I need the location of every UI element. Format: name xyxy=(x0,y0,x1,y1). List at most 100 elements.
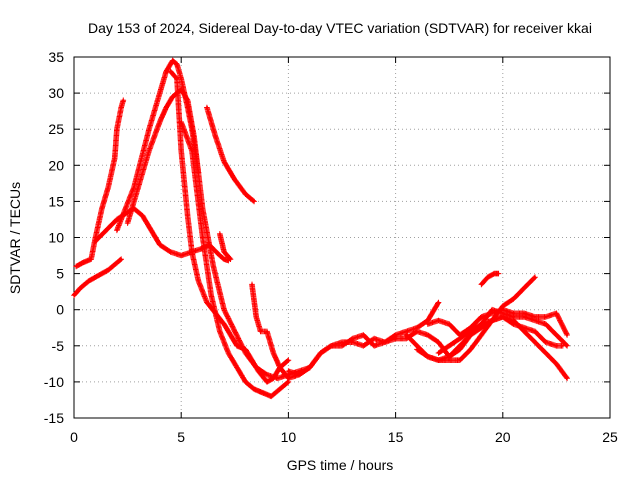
data-point xyxy=(458,337,462,340)
data-point xyxy=(244,380,247,384)
data-point xyxy=(107,185,110,189)
data-point xyxy=(362,344,365,347)
data-point xyxy=(132,185,136,189)
series-track-8 xyxy=(178,119,292,400)
data-point xyxy=(426,322,429,326)
data-point xyxy=(227,351,230,355)
series-markers xyxy=(204,104,257,205)
y-tick-label: 30 xyxy=(48,85,64,101)
x-tick-labels: 0 5 10 15 20 25 xyxy=(70,429,618,445)
data-point xyxy=(111,265,114,268)
data-point xyxy=(469,330,472,333)
data-point xyxy=(175,77,179,80)
x-tick-label: 15 xyxy=(388,429,404,445)
data-point xyxy=(287,380,290,384)
data-point xyxy=(115,229,119,232)
data-point xyxy=(287,377,290,380)
data-point xyxy=(415,330,419,333)
data-point xyxy=(137,185,140,189)
data-point xyxy=(235,344,239,347)
data-point xyxy=(480,283,483,286)
data-point xyxy=(115,261,119,264)
data-point xyxy=(115,218,119,221)
data-point xyxy=(437,319,440,322)
data-point xyxy=(319,351,322,355)
y-tick-label: 35 xyxy=(48,49,64,65)
series-track-1 xyxy=(71,256,124,299)
y-tick-label: 25 xyxy=(48,121,64,137)
y-tick-label: 5 xyxy=(56,266,64,282)
y-tick-labels: -15 -10 -5 0 5 10 15 20 25 30 35 xyxy=(44,49,64,426)
data-point xyxy=(90,258,93,261)
data-point xyxy=(544,322,547,326)
data-point xyxy=(523,326,526,329)
data-point xyxy=(533,276,537,279)
data-point xyxy=(87,279,91,282)
series-markers xyxy=(285,299,442,378)
series-track-15 xyxy=(414,274,538,363)
series-layer xyxy=(71,57,570,400)
data-point xyxy=(340,344,344,347)
data-point xyxy=(437,341,440,344)
x-tick-label: 5 xyxy=(177,429,185,445)
data-point xyxy=(126,221,129,225)
data-point xyxy=(255,315,258,319)
data-point xyxy=(229,258,232,261)
data-point xyxy=(171,59,174,62)
data-point xyxy=(490,308,494,311)
y-tick-label: -5 xyxy=(52,338,65,354)
data-point xyxy=(175,62,179,66)
data-point xyxy=(565,333,569,337)
data-point xyxy=(105,229,108,232)
data-point xyxy=(100,272,104,275)
data-point xyxy=(490,319,494,322)
data-point xyxy=(394,333,397,337)
data-point xyxy=(222,322,226,326)
data-point xyxy=(437,301,440,304)
data-point xyxy=(415,344,419,347)
data-point xyxy=(250,359,254,362)
series-track-6 xyxy=(167,68,292,385)
data-point xyxy=(437,359,440,362)
data-point xyxy=(533,319,537,322)
data-point xyxy=(218,254,221,257)
data-point xyxy=(257,369,260,373)
data-point xyxy=(233,178,236,181)
series-markers xyxy=(73,97,127,270)
data-point xyxy=(512,312,515,315)
data-point xyxy=(201,236,204,239)
series-track-9 xyxy=(217,231,234,262)
series-markers xyxy=(167,68,292,385)
data-point xyxy=(158,120,161,124)
data-point xyxy=(426,319,429,322)
data-point xyxy=(141,214,144,217)
data-point xyxy=(259,330,262,333)
series-track-7 xyxy=(204,104,257,205)
series-track-14 xyxy=(425,306,570,338)
series-track-11 xyxy=(285,299,442,378)
data-point xyxy=(501,304,504,308)
data-point xyxy=(501,312,504,315)
data-point xyxy=(244,193,247,196)
data-point xyxy=(523,315,526,319)
data-point xyxy=(261,391,264,394)
series-markers xyxy=(249,281,399,382)
data-point xyxy=(122,99,125,102)
data-point xyxy=(512,322,515,326)
data-point xyxy=(252,200,256,203)
data-point xyxy=(523,312,526,315)
data-point xyxy=(415,326,419,329)
data-point xyxy=(229,333,232,337)
data-point xyxy=(147,128,151,131)
data-point xyxy=(158,91,161,95)
data-point xyxy=(169,70,172,73)
data-point xyxy=(265,330,269,333)
data-point xyxy=(214,135,217,138)
chart-title: Day 153 of 2024, Sidereal Day-to-day VTE… xyxy=(88,20,592,36)
x-tick-label: 20 xyxy=(495,429,511,445)
data-point xyxy=(458,333,462,337)
data-point xyxy=(565,344,569,347)
data-point xyxy=(512,297,515,301)
data-point xyxy=(458,359,462,362)
data-point xyxy=(415,348,419,351)
